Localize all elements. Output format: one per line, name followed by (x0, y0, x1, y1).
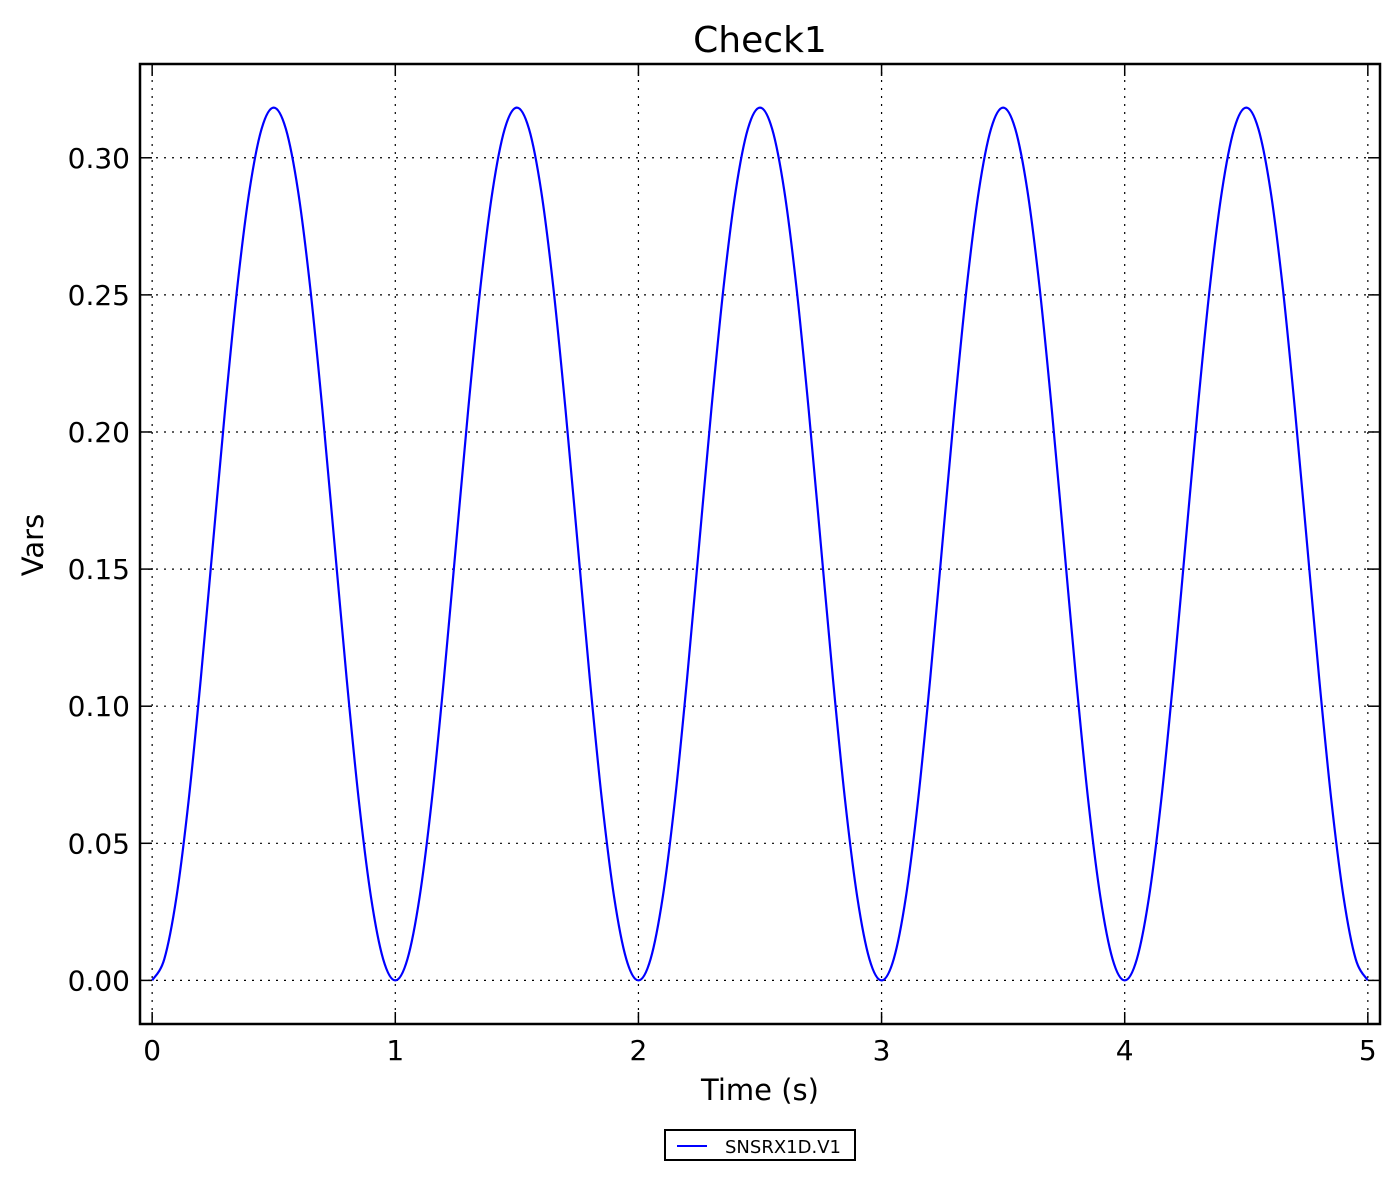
x-tick-label: 0 (143, 1034, 161, 1067)
x-tick-label: 1 (386, 1034, 404, 1067)
plot-frame (138, 62, 1382, 1026)
x-tick-label: 2 (630, 1034, 648, 1067)
x-axis-label: Time (s) (700, 1073, 819, 1107)
y-tick-label: 0.20 (68, 416, 130, 449)
y-axis-label: Vars (16, 514, 50, 576)
legend: SNSRX1D.V1 (664, 1129, 856, 1161)
series-line (151, 106, 1369, 982)
y-tick-label: 0.00 (68, 964, 130, 997)
y-tick-label: 0.10 (68, 690, 130, 723)
y-tick-label: 0.05 (68, 827, 130, 860)
x-tick-label: 4 (1116, 1034, 1134, 1067)
grid (140, 64, 1380, 1024)
series-layer (151, 106, 1369, 982)
x-tick-label: 3 (873, 1034, 891, 1067)
y-tick-label: 0.30 (68, 142, 130, 175)
legend-label: SNSRX1D.V1 (725, 1137, 841, 1158)
ticks: 0 1 2 3 4 5 0.00 0.05 0.10 0.15 0.20 0.25 0.30 (68, 64, 1380, 1067)
chart-title: Check1 (693, 20, 827, 61)
y-tick-label: 0.15 (68, 553, 130, 586)
y-tick-label: 0.25 (68, 279, 130, 312)
x-tick-label: 5 (1359, 1034, 1377, 1067)
